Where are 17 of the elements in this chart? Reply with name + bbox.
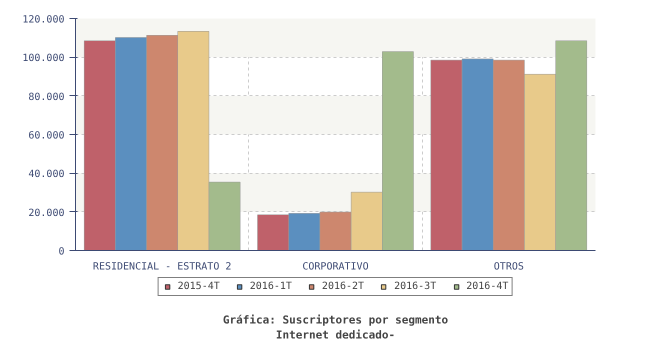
legend-label: 2016-2T	[322, 281, 364, 292]
x-tick-label: RESIDENCIAL - ESTRATO 2	[92, 262, 232, 272]
y-tick-label: 40.000	[28, 169, 64, 180]
y-tick-label: 100.000	[22, 53, 65, 64]
y-tick-label: 20.000	[28, 208, 64, 219]
y-tick-label: 120.000	[22, 14, 65, 26]
x-tick-label: CORPORATIVO	[302, 262, 369, 272]
legend-label: 2016-1T	[250, 281, 292, 292]
legend-label: 2016-3T	[394, 281, 436, 292]
y-tick-label: 60.000	[28, 130, 64, 142]
text: Gráfica: Suscriptores por segmento	[222, 314, 448, 326]
text: Internet dedicado-	[276, 328, 396, 342]
y-tick-label: 80.000	[28, 92, 64, 103]
x-tick-label: OTROS	[494, 262, 524, 272]
y-tick-label: 0	[58, 246, 65, 258]
legend-label: 2016-4T	[466, 281, 508, 292]
legend-label: 2015-4T	[178, 281, 220, 292]
